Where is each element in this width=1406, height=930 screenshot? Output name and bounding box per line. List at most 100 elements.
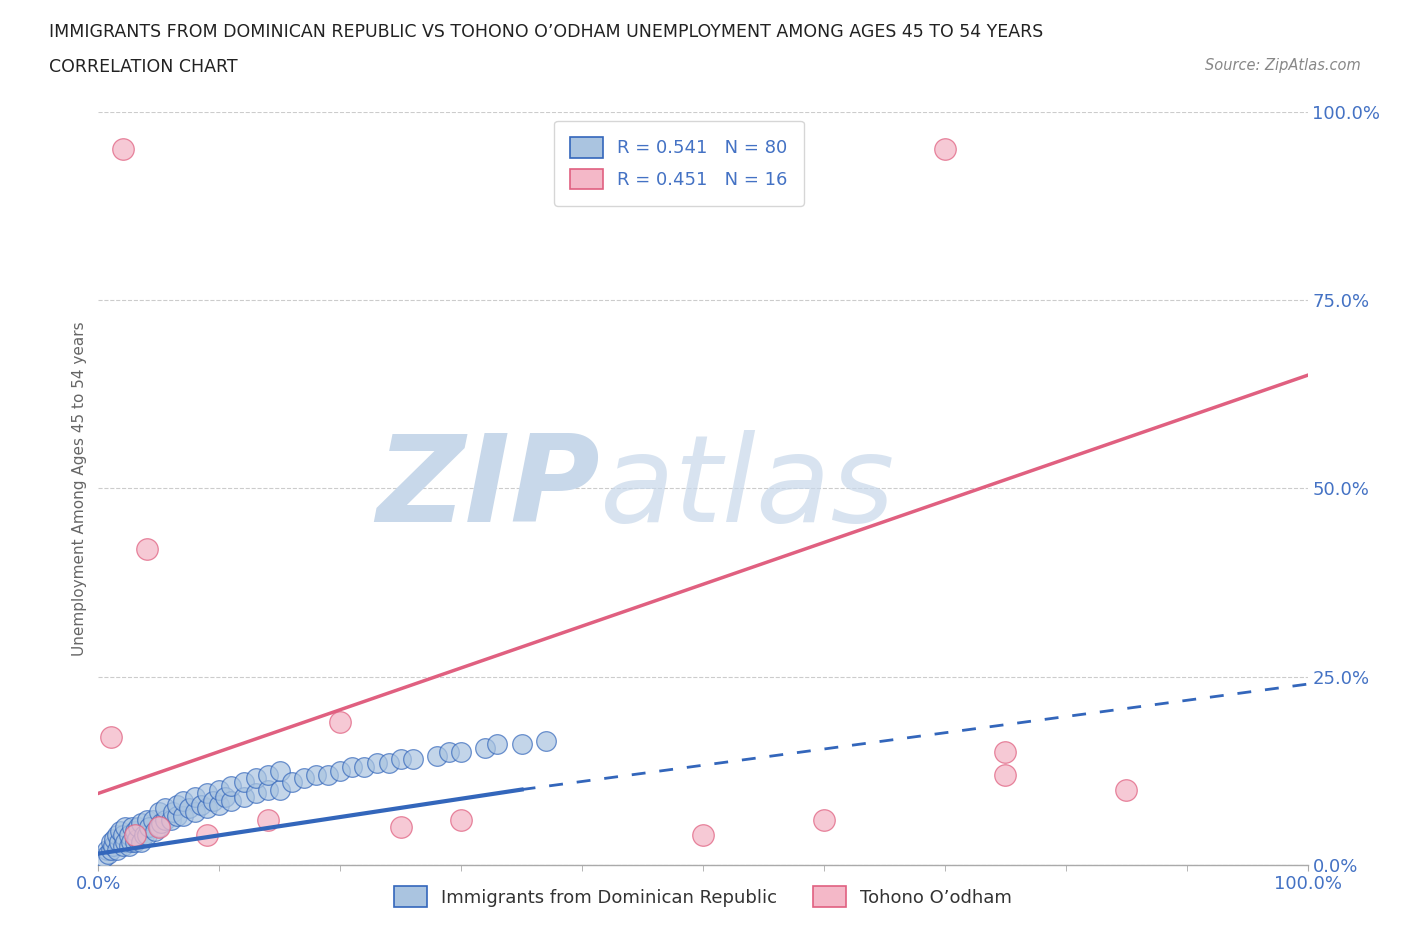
Point <box>100 729 122 744</box>
Point <box>160 812 183 827</box>
Point <box>437 745 460 760</box>
Point <box>134 828 156 843</box>
Text: Source: ZipAtlas.com: Source: ZipAtlas.com <box>1205 58 1361 73</box>
Point <box>195 828 218 843</box>
Point <box>232 775 254 790</box>
Point <box>166 797 188 812</box>
Text: IMMIGRANTS FROM DOMINICAN REPUBLIC VS TOHONO O’ODHAM UNEMPLOYMENT AMONG AGES 45 : IMMIGRANTS FROM DOMINICAN REPUBLIC VS TO… <box>49 23 1043 41</box>
Point <box>114 820 136 835</box>
Point <box>111 828 134 843</box>
Text: ZIP: ZIP <box>377 430 600 547</box>
Point <box>121 820 143 835</box>
Point <box>111 142 134 157</box>
Point <box>148 820 170 835</box>
Point <box>148 804 170 819</box>
Point <box>402 752 425 767</box>
Point <box>93 850 115 865</box>
Point <box>105 843 128 857</box>
Point <box>342 760 364 775</box>
Point <box>127 831 149 846</box>
Point <box>120 835 142 850</box>
Point <box>329 714 352 729</box>
Point <box>426 749 449 764</box>
Point <box>245 786 267 801</box>
Point <box>100 835 122 850</box>
Point <box>97 846 120 861</box>
Point <box>96 843 118 857</box>
Point <box>114 835 136 850</box>
Point <box>184 790 207 804</box>
Point <box>129 835 152 850</box>
Point <box>245 771 267 786</box>
Point <box>256 812 278 827</box>
Point <box>153 801 176 816</box>
Point <box>221 793 243 808</box>
Point <box>486 737 509 751</box>
Point <box>221 778 243 793</box>
Point <box>124 824 146 839</box>
Point <box>142 812 165 827</box>
Point <box>813 812 835 827</box>
Point <box>172 808 194 823</box>
Point <box>208 797 231 812</box>
Point <box>138 820 160 835</box>
Point <box>269 782 291 797</box>
Point <box>111 839 134 854</box>
Point <box>450 812 472 827</box>
Point <box>184 804 207 819</box>
Point <box>166 808 188 823</box>
Point <box>118 828 141 843</box>
Point <box>103 831 125 846</box>
Point <box>214 790 236 804</box>
Point <box>281 775 304 790</box>
Point <box>389 820 412 835</box>
Point <box>353 760 375 775</box>
Point <box>256 767 278 782</box>
Point <box>474 740 496 755</box>
Point <box>108 824 131 839</box>
Text: atlas: atlas <box>600 430 896 547</box>
Point <box>127 820 149 835</box>
Point <box>150 816 173 830</box>
Point <box>269 764 291 778</box>
Legend: R = 0.541   N = 80, R = 0.451   N = 16: R = 0.541 N = 80, R = 0.451 N = 16 <box>554 121 804 206</box>
Point <box>105 828 128 843</box>
Point <box>179 801 201 816</box>
Legend: Immigrants from Dominican Republic, Tohono O’odham: Immigrants from Dominican Republic, Toho… <box>385 877 1021 916</box>
Text: CORRELATION CHART: CORRELATION CHART <box>49 58 238 75</box>
Point <box>450 745 472 760</box>
Point <box>1115 782 1137 797</box>
Point <box>190 797 212 812</box>
Point <box>195 786 218 801</box>
Point <box>108 835 131 850</box>
Point <box>316 767 339 782</box>
Point <box>148 820 170 835</box>
Point <box>510 737 533 751</box>
Point <box>129 816 152 830</box>
Point <box>305 767 328 782</box>
Point <box>100 843 122 857</box>
Point <box>377 756 399 771</box>
Point <box>934 142 956 157</box>
Point <box>202 793 225 808</box>
Point <box>329 764 352 778</box>
Point <box>292 771 315 786</box>
Point <box>118 839 141 854</box>
Point <box>135 812 157 827</box>
Point <box>195 801 218 816</box>
Point <box>534 733 557 748</box>
Point <box>124 828 146 843</box>
Point <box>208 782 231 797</box>
Point <box>232 790 254 804</box>
Point <box>994 767 1017 782</box>
Point <box>143 824 166 839</box>
Point <box>692 828 714 843</box>
Point <box>135 541 157 556</box>
Point <box>162 804 184 819</box>
Point <box>172 793 194 808</box>
Point <box>153 812 176 827</box>
Point <box>101 839 124 854</box>
Point <box>994 745 1017 760</box>
Point <box>389 752 412 767</box>
Point <box>366 756 388 771</box>
